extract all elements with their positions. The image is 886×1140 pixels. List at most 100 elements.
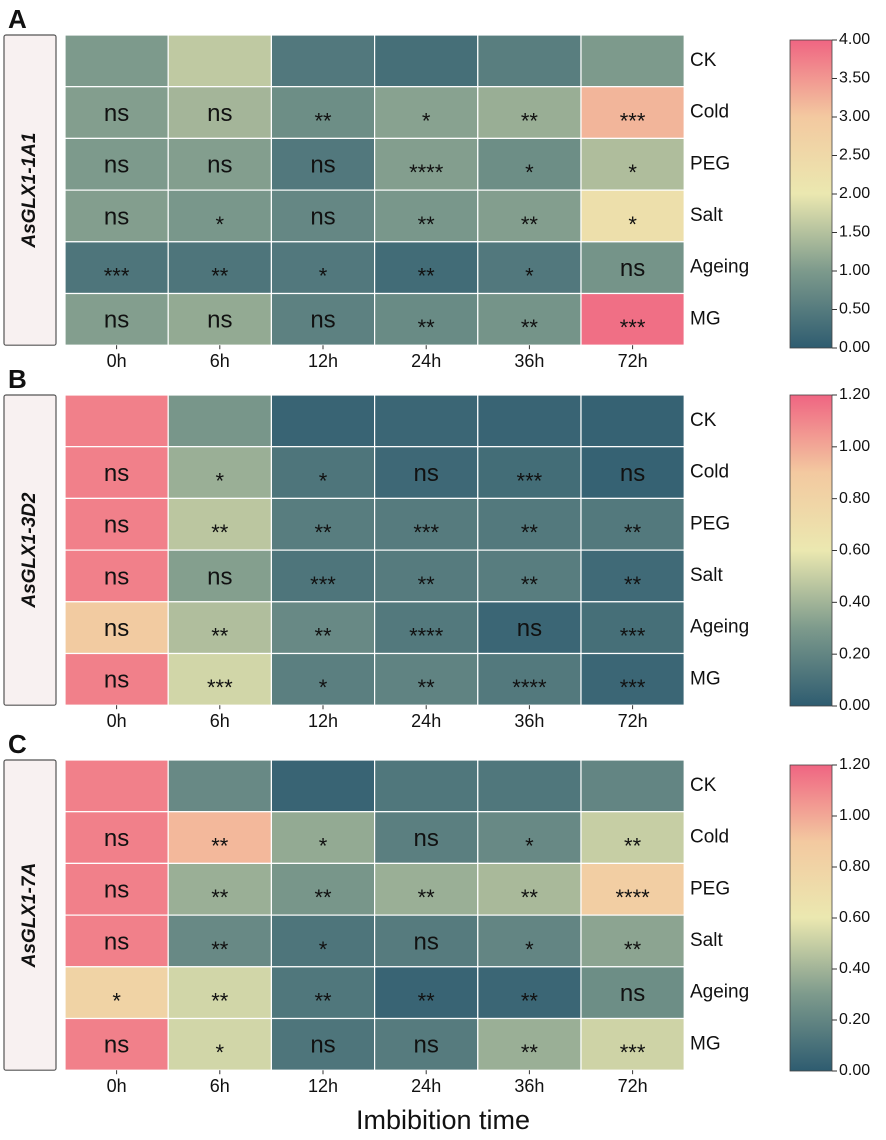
colorbar-tick-label: 0.20 <box>839 1011 870 1028</box>
significance-label: ns <box>104 877 129 904</box>
x-tick-label: 72h <box>618 711 648 731</box>
heatmap-cell <box>580 137 685 191</box>
heatmap-cell <box>374 862 479 916</box>
significance-label: ns <box>310 1032 335 1059</box>
colorbar-tick-label: 4.00 <box>839 31 870 48</box>
row-label: Ageing <box>690 617 749 638</box>
panel-letter: C <box>8 729 27 759</box>
heatmap-cell <box>477 811 582 865</box>
x-tick-label: 6h <box>210 711 230 731</box>
significance-label: *** <box>620 623 646 648</box>
row-label: Ageing <box>690 257 749 278</box>
significance-label: ** <box>418 263 436 288</box>
significance-label: * <box>525 263 534 288</box>
heatmap-cell <box>477 966 582 1020</box>
heatmap-cell <box>477 862 582 916</box>
significance-label: ns <box>207 100 232 127</box>
significance-label: ** <box>521 212 539 237</box>
heatmap-cell <box>580 601 685 655</box>
heatmap-cell <box>167 86 272 139</box>
significance-label: * <box>216 212 225 237</box>
colorbar-tick-label: 3.00 <box>839 108 870 125</box>
x-tick-label: 0h <box>107 711 127 731</box>
heatmap-cell <box>167 34 272 88</box>
significance-label: ** <box>418 212 436 237</box>
heatmap-cell <box>374 241 479 295</box>
heatmap-cell <box>270 137 376 191</box>
significance-label: ** <box>211 885 229 910</box>
significance-label: ** <box>418 885 436 910</box>
x-tick-label: 36h <box>514 351 544 371</box>
row-label: Cold <box>690 827 729 848</box>
colorbar-tick-label: 3.50 <box>839 70 870 87</box>
significance-label: ** <box>624 833 642 858</box>
colorbar-tick-label: 0.60 <box>839 909 870 926</box>
significance-label: *** <box>104 263 130 288</box>
significance-label: ** <box>211 520 229 545</box>
heatmap-cell <box>374 601 479 655</box>
significance-label: ** <box>211 623 229 648</box>
row-label: MG <box>690 308 721 329</box>
heatmap-cell <box>270 549 376 603</box>
significance-label: ** <box>211 988 229 1013</box>
colorbar <box>789 39 833 349</box>
x-tick-label: 12h <box>308 351 338 371</box>
significance-label: * <box>319 937 328 962</box>
heatmap-cell <box>580 966 685 1020</box>
significance-label: ** <box>314 520 332 545</box>
significance-label: ** <box>521 572 539 597</box>
heatmap-cell <box>64 189 169 243</box>
x-tick-label: 24h <box>411 711 441 731</box>
colorbar-tick-label: 0.40 <box>839 960 870 977</box>
significance-label: ns <box>414 825 439 852</box>
heatmap-cell <box>580 759 685 813</box>
heatmap-cell <box>167 292 272 346</box>
colorbar-tick-label: 0.80 <box>839 858 870 875</box>
significance-label: ** <box>521 988 539 1013</box>
significance-label: * <box>525 937 534 962</box>
significance-label: *** <box>620 675 646 700</box>
heatmap-cell <box>580 189 685 243</box>
heatmap-cell <box>270 862 376 916</box>
heatmap-cell <box>270 189 376 243</box>
significance-label: **** <box>409 160 444 185</box>
significance-label: ** <box>521 885 539 910</box>
colorbar-tick-label: 1.00 <box>839 438 870 455</box>
heatmap-cell <box>270 966 376 1020</box>
heatmap-cell <box>64 811 169 865</box>
panel-letter: A <box>8 4 27 34</box>
heatmap-cell <box>477 34 582 88</box>
colorbar-tick-label: 1.50 <box>839 224 870 241</box>
significance-label: * <box>422 108 431 133</box>
colorbar-tick-label: 0.80 <box>839 490 870 507</box>
heatmap-cell <box>167 189 272 243</box>
significance-label: ns <box>414 460 439 487</box>
heatmap-cell <box>374 966 479 1020</box>
x-tick-label: 6h <box>210 1076 230 1096</box>
significance-label: ns <box>104 1032 129 1059</box>
significance-label: * <box>628 160 637 185</box>
significance-label: ns <box>104 100 129 127</box>
significance-label: ns <box>620 255 645 282</box>
significance-label: ** <box>521 315 539 340</box>
significance-label: * <box>319 675 328 700</box>
significance-label: * <box>216 1040 225 1065</box>
significance-label: *** <box>517 468 543 493</box>
significance-label: *** <box>207 675 233 700</box>
significance-label: * <box>525 160 534 185</box>
x-tick-label: 24h <box>411 1076 441 1096</box>
significance-label: ns <box>104 203 129 230</box>
significance-label: *** <box>620 108 646 133</box>
heatmap-cell <box>167 394 272 448</box>
x-tick-label: 6h <box>210 351 230 371</box>
significance-label: ** <box>418 572 436 597</box>
significance-label: ** <box>211 937 229 962</box>
significance-label: *** <box>310 572 336 597</box>
significance-label: ns <box>104 615 129 642</box>
significance-label: ns <box>310 203 335 230</box>
heatmap-cell <box>477 241 582 295</box>
heatmap-cell <box>580 497 685 551</box>
significance-label: * <box>628 212 637 237</box>
significance-label: * <box>319 263 328 288</box>
